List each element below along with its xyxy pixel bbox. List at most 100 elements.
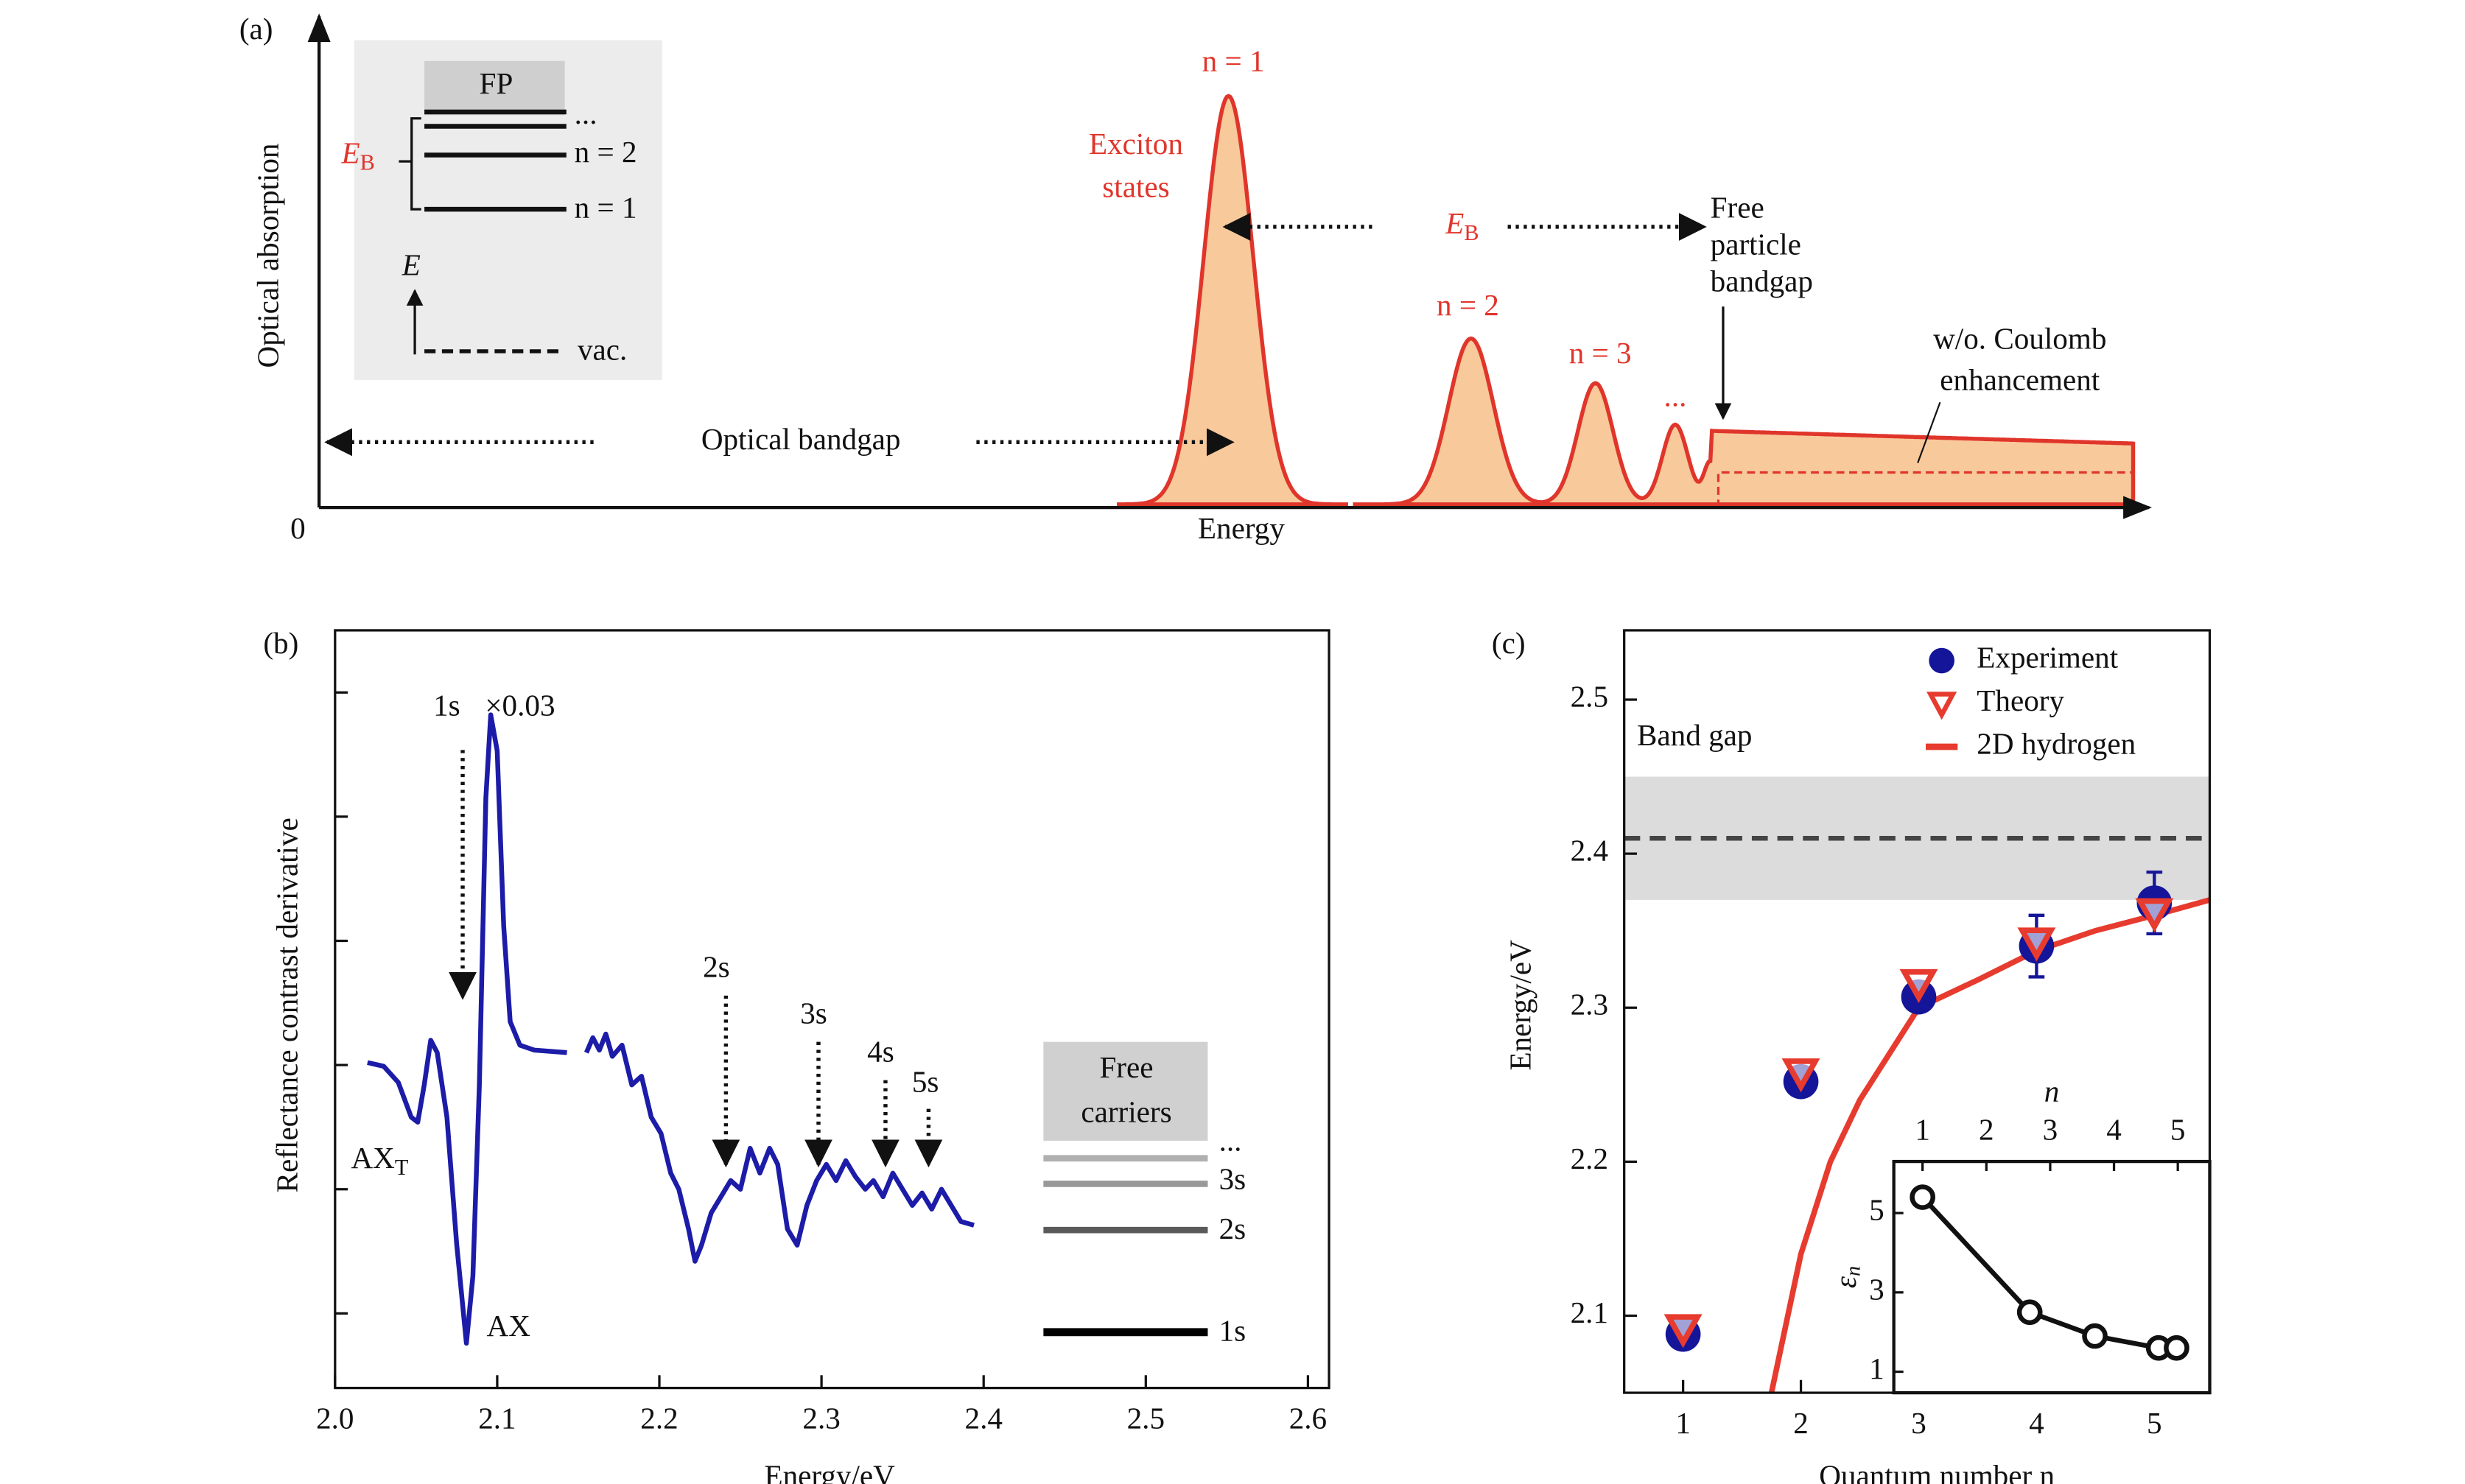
state-label: 4s — [867, 1034, 894, 1068]
exciton-peak — [1116, 94, 1349, 507]
no-coulomb-line — [1717, 471, 2133, 508]
level-label: ... — [1219, 1124, 1242, 1158]
panel-c: (c) Quantum number n Energy/eV Band gap 1… — [1492, 626, 2212, 1484]
state-label: 3s — [800, 996, 827, 1030]
scale-label: ×0.03 — [485, 688, 555, 722]
free-carriers-box — [1043, 1041, 1208, 1141]
x-axis-label: Energy/eV — [764, 1458, 895, 1484]
y-tick-label: 2.5 — [1571, 679, 1608, 713]
fp-label: FP — [480, 66, 513, 100]
bracket — [399, 117, 421, 211]
x-tick-label: 3 — [1911, 1406, 1926, 1440]
panel-label: (a) — [239, 12, 273, 46]
pointer — [1917, 401, 1941, 463]
x-tick-label: 2.5 — [1127, 1402, 1165, 1435]
inset-x-tick-label: 1 — [1915, 1113, 1930, 1147]
peak-label: n = 1 — [1202, 44, 1265, 78]
peak-label: AXT — [351, 1142, 408, 1180]
peak-label: AX — [487, 1309, 530, 1343]
inset-point — [1910, 1184, 1935, 1210]
panel-a: FP ... n = 2 n = 1 EB E vac. (a) 0 Energ… — [239, 12, 2153, 545]
legend-marker — [1926, 692, 1957, 720]
inset-ellipsis: ... — [575, 96, 597, 130]
fit-line — [1768, 897, 2210, 1393]
y-tick-label: 2.3 — [1571, 988, 1608, 1021]
inset-y-tick-label: 3 — [1869, 1272, 1884, 1306]
x-tick-label: 1 — [1675, 1406, 1691, 1440]
legend-label: Theory — [1977, 683, 2064, 717]
data-line — [367, 712, 975, 1346]
x-tick-label: 2.6 — [1289, 1402, 1327, 1435]
band-gap-label: Band gap — [1637, 718, 1752, 752]
coulomb-label: enhancement — [1940, 363, 2100, 397]
frame — [334, 629, 1330, 1390]
peak-label: n = 2 — [1437, 288, 1499, 322]
symbol: E — [340, 136, 360, 170]
subscript: T — [395, 1155, 409, 1180]
free-label: particle — [1711, 228, 1801, 261]
level-lines — [424, 109, 567, 212]
energy-label: E — [402, 248, 421, 282]
binding-label: EB — [340, 136, 374, 175]
coulomb-label: w/o. Coulomb — [1933, 321, 2106, 355]
legend-marker — [1929, 647, 1954, 674]
rydberg-series — [1353, 336, 2136, 507]
x-tick-label: 2.1 — [478, 1402, 516, 1435]
panel-label: (b) — [263, 626, 298, 661]
free-label: Free — [1711, 191, 1764, 225]
legend-label: 2D hydrogen — [1977, 726, 2136, 760]
state-label: 5s — [912, 1065, 939, 1099]
theory-point — [1899, 968, 1938, 1004]
level-label: 3s — [1219, 1162, 1246, 1196]
state-label: 1s — [433, 688, 460, 722]
peak-label: n = 3 — [1569, 336, 1632, 370]
theory-point — [1663, 1314, 1703, 1348]
exciton-label: states — [1102, 170, 1169, 204]
symbol: E — [1445, 206, 1464, 240]
inset-y-tick-label: 1 — [1869, 1351, 1884, 1385]
base: AX — [351, 1142, 394, 1175]
x-tick-label: 2.0 — [316, 1402, 354, 1435]
inset-point — [2164, 1334, 2189, 1361]
inset-x-tick-label: 4 — [2106, 1113, 2122, 1147]
theory-point — [2017, 927, 2056, 962]
inset-point — [2082, 1323, 2108, 1349]
inset-x-tick-label: 5 — [2170, 1113, 2186, 1147]
x-axis-label: Energy — [1198, 511, 1285, 545]
level-label: n = 1 — [575, 191, 637, 225]
x-tick-label: 2.2 — [640, 1402, 678, 1435]
theory-point — [2135, 898, 2174, 932]
fp-box — [424, 60, 565, 116]
vacuum-label: vac. — [578, 333, 627, 367]
y-axis-label: Energy/eV — [1504, 940, 1537, 1071]
origin-label: 0 — [290, 511, 306, 545]
inset-x-tick-label: 2 — [1979, 1113, 1994, 1147]
inset-y-tick-label: 5 — [1869, 1193, 1884, 1227]
exciton-label: Exciton — [1089, 127, 1183, 161]
levels-title: carriers — [1081, 1095, 1171, 1129]
optical-label: Optical bandgap — [701, 422, 901, 456]
x-tick-label: 2.3 — [802, 1402, 840, 1435]
level-label: n = 2 — [575, 135, 637, 169]
y-tick-label: 2.2 — [1571, 1142, 1608, 1175]
state-arrows — [449, 750, 943, 1168]
inset-x-label: n — [2044, 1075, 2060, 1108]
subscript: n — [1842, 1266, 1865, 1276]
binding-label: EB — [1445, 206, 1479, 245]
symbol: ε — [1828, 1276, 1862, 1288]
panel-b: (b) Energy/eV Reflectance contrast deriv… — [263, 626, 1330, 1484]
legend-label: Experiment — [1977, 640, 2118, 674]
level-label: 1s — [1219, 1313, 1246, 1347]
x-tick-label: 2 — [1793, 1406, 1809, 1440]
y-tick-label: 2.4 — [1571, 834, 1608, 868]
x-tick-label: 4 — [2029, 1406, 2044, 1440]
levels-title: Free — [1099, 1050, 1153, 1084]
free-label: bandgap — [1711, 264, 1813, 298]
x-tick-label: 2.4 — [965, 1402, 1003, 1435]
x-tick-label: 5 — [2147, 1406, 2162, 1440]
subscript: B — [360, 150, 375, 175]
inset-point — [2016, 1299, 2043, 1326]
x-axis-label: Quantum number n — [1819, 1458, 2055, 1484]
